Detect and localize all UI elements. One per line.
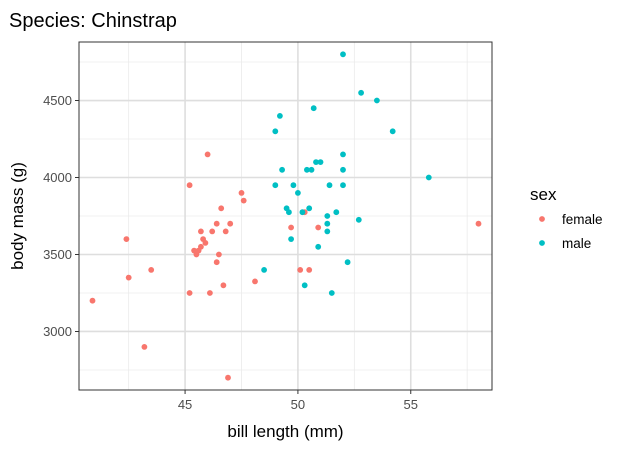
point-female (89, 297, 96, 304)
point-male (389, 128, 396, 135)
point-male (299, 209, 306, 216)
panel-border (78, 41, 493, 391)
point-female (198, 243, 204, 250)
point-female (204, 151, 211, 158)
point-male (295, 190, 301, 196)
point-female (186, 290, 193, 296)
point-female (222, 228, 229, 235)
point-female (220, 282, 227, 289)
point-female (238, 190, 245, 196)
point-male (317, 159, 324, 166)
point-male (340, 151, 346, 158)
legend-items: female male (539, 212, 603, 251)
point-male (286, 209, 292, 216)
legend-key-female (539, 216, 545, 222)
x-axis: 45 50 55 (178, 390, 418, 412)
legend-label-female: female (562, 212, 603, 227)
point-male (333, 209, 340, 216)
point-male (326, 182, 333, 189)
point-male (277, 113, 283, 119)
point-male (272, 182, 279, 189)
point-male (374, 97, 380, 104)
point-male (324, 220, 331, 227)
point-male (344, 259, 351, 266)
y-axis-title: body mass (g) (8, 162, 27, 270)
point-female (141, 344, 148, 350)
chart-title: Species: Chinstrap (9, 10, 177, 32)
point-female (475, 220, 482, 227)
point-male (340, 166, 346, 173)
point-male (355, 216, 362, 223)
point-male (304, 166, 310, 173)
x-axis-title: bill length (mm) (227, 422, 343, 441)
point-male (340, 182, 346, 189)
y-tick-label: 3500 (43, 247, 72, 262)
point-male (288, 236, 294, 243)
data-points (89, 51, 482, 381)
point-female (240, 197, 247, 204)
point-female (218, 205, 225, 212)
plot-panel (78, 41, 493, 391)
point-male (324, 228, 331, 235)
point-male (315, 243, 322, 250)
y-axis: 3000 3500 4000 4500 (43, 93, 79, 339)
point-female (213, 259, 220, 266)
point-male (310, 105, 317, 112)
legend-label-male: male (562, 236, 591, 251)
point-male (272, 128, 279, 135)
point-male (279, 166, 285, 173)
point-female (227, 220, 234, 227)
y-tick-label: 4500 (43, 93, 72, 108)
point-male (308, 166, 315, 173)
point-female (225, 374, 231, 381)
x-tick-label: 55 (404, 397, 418, 412)
major-gridlines (79, 42, 492, 390)
point-female (148, 267, 155, 273)
legend: sex female male (530, 185, 603, 251)
point-male (306, 205, 313, 212)
point-female (207, 290, 213, 296)
point-male (340, 51, 346, 58)
point-female (315, 224, 322, 231)
point-female (306, 267, 313, 273)
point-female (297, 267, 304, 273)
point-male (313, 159, 319, 166)
point-female (186, 182, 193, 189)
point-female (125, 274, 132, 281)
point-female (123, 236, 130, 243)
legend-title: sex (530, 185, 557, 204)
point-male (324, 213, 331, 219)
y-tick-label: 3000 (43, 324, 72, 339)
point-female (198, 228, 204, 235)
point-female (216, 251, 222, 258)
x-tick-label: 50 (291, 397, 305, 412)
point-female (202, 240, 209, 246)
point-male (328, 290, 335, 296)
y-tick-label: 4000 (43, 170, 72, 185)
point-female (252, 278, 258, 285)
x-tick-label: 45 (178, 397, 192, 412)
point-male (261, 267, 267, 273)
legend-key-male (539, 240, 545, 246)
point-male (425, 174, 432, 181)
point-male (301, 282, 308, 289)
point-female (209, 228, 216, 235)
point-male (358, 89, 364, 96)
point-female (213, 220, 220, 227)
point-male (290, 182, 297, 189)
point-female (288, 224, 294, 231)
